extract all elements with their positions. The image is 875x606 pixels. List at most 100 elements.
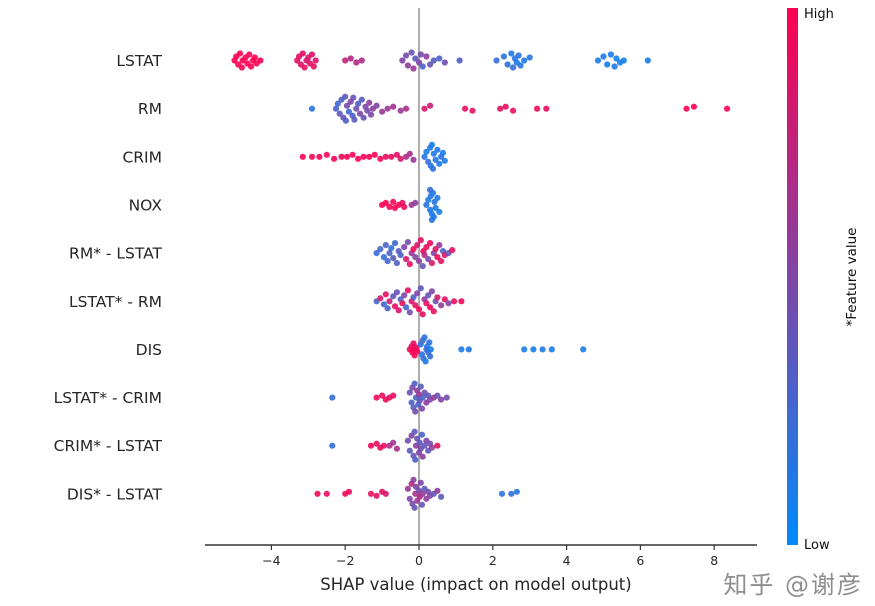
- data-point: [299, 153, 306, 160]
- data-point: [428, 260, 435, 267]
- data-point: [343, 102, 351, 109]
- data-point: [406, 261, 413, 268]
- data-point: [412, 254, 419, 261]
- data-point: [526, 54, 533, 61]
- data-point: [406, 150, 413, 157]
- data-point: [345, 488, 352, 495]
- data-point: [345, 108, 352, 115]
- data-point: [399, 300, 406, 307]
- data-point: [427, 102, 434, 109]
- data-point: [508, 50, 515, 57]
- colorbar-low-label: Low: [804, 538, 830, 553]
- data-point: [430, 57, 437, 64]
- beeswarm-row: [406, 334, 587, 365]
- data-point: [393, 289, 400, 296]
- data-point: [406, 309, 413, 316]
- x-tick-label: −2: [336, 553, 354, 568]
- data-point: [308, 153, 316, 160]
- data-point: [427, 304, 434, 311]
- data-point: [404, 287, 411, 294]
- data-point: [382, 242, 389, 249]
- x-tick-label: −4: [262, 553, 280, 568]
- data-point: [384, 105, 391, 112]
- data-point: [388, 245, 395, 252]
- data-point: [465, 346, 472, 353]
- data-point: [418, 501, 426, 508]
- data-point: [422, 358, 429, 365]
- data-point: [425, 256, 432, 263]
- data-point: [421, 334, 428, 341]
- feature-label: RM* - LSTAT: [69, 245, 162, 263]
- data-point: [418, 431, 426, 438]
- data-point: [521, 57, 528, 64]
- data-point: [356, 110, 364, 117]
- beeswarm-row: [314, 476, 520, 511]
- data-point: [380, 254, 387, 261]
- data-point: [410, 476, 417, 483]
- data-point: [343, 153, 351, 160]
- data-point: [377, 295, 384, 302]
- data-point: [611, 63, 618, 70]
- data-point: [417, 285, 424, 292]
- data-point: [607, 51, 615, 58]
- data-point: [323, 151, 330, 158]
- data-point: [399, 57, 406, 64]
- data-point: [430, 150, 437, 157]
- beeswarm-row: [231, 49, 651, 72]
- feature-label: CRIM: [122, 148, 162, 166]
- data-point: [493, 57, 500, 64]
- data-point: [358, 57, 365, 64]
- data-point: [415, 306, 423, 313]
- x-tick-label: 6: [636, 553, 644, 568]
- data-point: [358, 96, 365, 103]
- data-point: [329, 442, 336, 449]
- data-point: [393, 445, 400, 452]
- data-point: [403, 304, 410, 311]
- beeswarm-row: [308, 93, 731, 124]
- feature-label: NOX: [129, 196, 163, 214]
- data-point: [373, 250, 380, 257]
- data-point: [403, 105, 410, 112]
- data-point: [390, 392, 397, 399]
- data-point: [419, 453, 426, 460]
- data-point: [423, 148, 430, 155]
- data-point: [445, 300, 452, 307]
- data-point: [436, 55, 443, 62]
- data-point: [432, 156, 439, 163]
- data-point: [530, 346, 537, 353]
- data-point: [351, 116, 358, 123]
- data-point: [417, 237, 424, 244]
- data-point: [432, 204, 439, 211]
- data-point: [366, 99, 373, 106]
- data-point: [436, 160, 443, 167]
- data-point: [449, 247, 456, 254]
- data-point: [421, 105, 428, 112]
- data-point: [429, 165, 437, 172]
- data-point: [434, 146, 441, 153]
- data-point: [384, 258, 391, 265]
- x-tick-label: 2: [489, 553, 497, 568]
- data-point: [238, 64, 245, 71]
- data-point: [423, 53, 430, 60]
- data-point: [299, 50, 306, 57]
- data-point: [353, 59, 360, 66]
- data-point: [310, 63, 317, 70]
- data-point: [620, 57, 627, 64]
- data-point: [403, 256, 410, 263]
- data-point: [421, 252, 428, 259]
- data-point: [364, 107, 371, 114]
- data-point: [513, 488, 520, 495]
- data-point: [397, 107, 404, 114]
- data-point: [382, 153, 389, 160]
- data-point: [434, 294, 441, 301]
- data-point: [417, 51, 424, 58]
- colorbar-title: *Feature value: [844, 228, 860, 327]
- data-point: [380, 442, 387, 449]
- data-point: [308, 105, 316, 112]
- data-point: [517, 62, 524, 69]
- data-point: [329, 394, 336, 401]
- data-point: [382, 199, 389, 206]
- data-point: [548, 346, 555, 353]
